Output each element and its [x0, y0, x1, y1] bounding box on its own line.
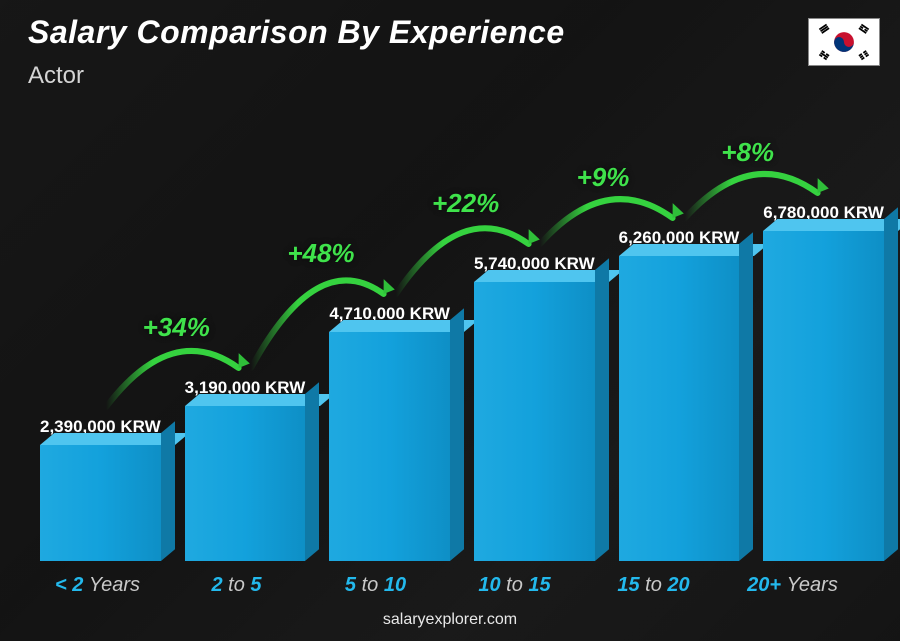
growth-pct-2: +48% — [287, 238, 354, 269]
page-subtitle: Actor — [28, 62, 84, 90]
x-label-1: 2 to 5 — [179, 574, 294, 597]
country-flag-icon — [808, 18, 880, 66]
source-attribution: salaryexplorer.com — [0, 611, 900, 629]
x-label-4: 15 to 20 — [596, 574, 711, 597]
growth-pct-3: +22% — [432, 188, 499, 219]
growth-pct-5: +8% — [721, 137, 774, 168]
infographic-canvas: Salary Comparison By Experience Actor Av… — [0, 0, 900, 641]
x-label-2: 5 to 10 — [318, 574, 433, 597]
growth-pct-4: +9% — [577, 162, 630, 193]
x-label-3: 10 to 15 — [457, 574, 572, 597]
x-label-0: < 2 Years — [40, 574, 155, 597]
x-label-5: 20+ Years — [735, 574, 850, 597]
bar-4: 6,260,000 KRW — [619, 110, 740, 561]
bar-2: 4,710,000 KRW — [329, 110, 450, 561]
bar-5: 6,780,000 KRW — [763, 110, 884, 561]
page-title: Salary Comparison By Experience — [28, 14, 565, 51]
growth-pct-1: +34% — [143, 312, 210, 343]
x-axis-labels: < 2 Years 2 to 5 5 to 10 10 to 15 15 to 20 20… — [30, 574, 860, 597]
bar-chart: 2,390,000 KRW3,190,000 KRW4,710,000 KRW5… — [30, 110, 860, 561]
